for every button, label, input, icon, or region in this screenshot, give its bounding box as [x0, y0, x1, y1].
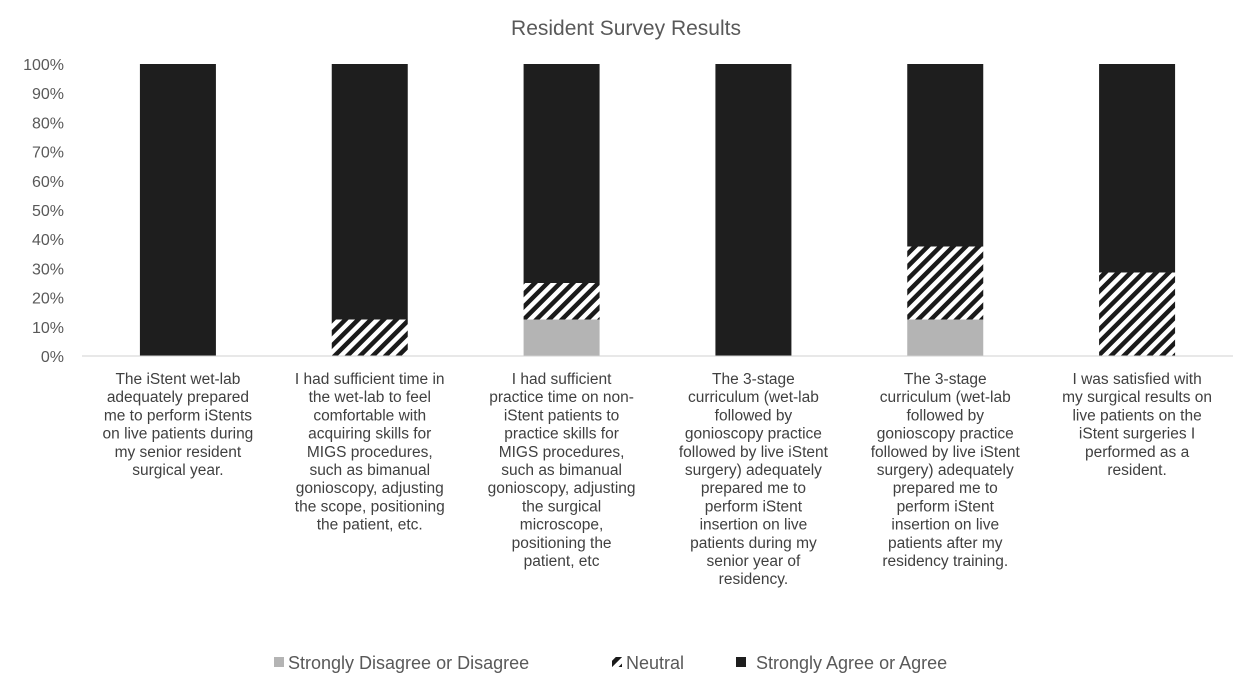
bar-segment-series-1-category-1 — [331, 319, 408, 356]
category-label-line: I had sufficient — [512, 371, 612, 388]
category-label-line: the scope, positioning — [295, 498, 445, 515]
category-label-line: me to perform iStents — [104, 407, 252, 424]
legend: Strongly Disagree or Disagree Neutral Stro… — [274, 653, 947, 673]
category-label-2: I had sufficient practice time on non-iSt… — [488, 371, 636, 570]
category-label-line: senior year of — [706, 553, 801, 570]
category-label-line: The 3-stage — [712, 371, 795, 388]
category-label-line: patient, etc — [524, 553, 600, 570]
bar-segment-series-1-category-5 — [1099, 272, 1176, 356]
category-label-line: microscope, — [520, 517, 604, 534]
category-label-line: such as bimanual — [501, 462, 622, 479]
legend-label-0: Strongly Disagree or Disagree — [288, 653, 529, 673]
category-label-line: gonioscopy, adjusting — [296, 480, 444, 497]
category-label-line: curriculum (wet-lab — [880, 389, 1011, 406]
category-label-line: live patients on the — [1072, 407, 1201, 424]
y-tick-label: 50% — [32, 203, 64, 220]
category-label-line: prepared me to — [893, 480, 998, 497]
y-tick-label: 60% — [32, 174, 64, 191]
bar-segment-series-1-category-4 — [907, 246, 984, 320]
category-label-line: residency. — [719, 571, 789, 588]
y-tick-label: 20% — [32, 291, 64, 308]
category-label-line: MIGS procedures, — [499, 444, 625, 461]
category-label-line: iStent patients to — [504, 407, 619, 424]
y-tick-label: 30% — [32, 261, 64, 278]
y-tick-label: 10% — [32, 320, 64, 337]
category-label-line: insertion on live — [891, 517, 999, 534]
y-tick-label: 90% — [32, 86, 64, 103]
category-label-line: followed by — [715, 407, 793, 424]
y-tick-label: 80% — [32, 115, 64, 132]
category-label-line: adequately prepared — [107, 389, 249, 406]
bar-segment-series-2-category-1 — [331, 64, 408, 320]
category-label-line: the patient, etc. — [317, 517, 423, 534]
category-label-line: patients after my — [888, 535, 1003, 552]
category-label-line: insertion on live — [700, 517, 808, 534]
legend-swatch-2 — [736, 657, 746, 667]
category-label-line: residency training. — [882, 553, 1008, 570]
category-label-line: my surgical results on — [1062, 389, 1212, 406]
legend-label-1: Neutral — [626, 653, 684, 673]
category-label-line: prepared me to — [701, 480, 806, 497]
bar-segment-series-2-category-2 — [523, 64, 600, 283]
category-label-line: such as bimanual — [309, 462, 430, 479]
category-label-line: curriculum (wet-lab — [688, 389, 819, 406]
category-label-line: the surgical — [522, 498, 601, 515]
bar-segment-series-2-category-3 — [715, 64, 792, 356]
category-label-line: I had sufficient time in — [295, 371, 445, 388]
category-label-line: followed by live iStent — [679, 444, 829, 461]
category-label-line: gonioscopy, adjusting — [488, 480, 636, 497]
category-label-line: perform iStent — [897, 498, 995, 515]
category-label-line: on live patients during — [103, 426, 254, 443]
category-label-line: The iStent wet-lab — [115, 371, 240, 388]
bar-segment-series-2-category-5 — [1099, 64, 1176, 273]
category-label-0: The iStent wet-lab adequately prepared me … — [103, 371, 254, 479]
category-label-line: performed as a — [1085, 444, 1190, 461]
legend-label-2: Strongly Agree or Agree — [756, 653, 947, 673]
bar-segment-series-2-category-0 — [139, 64, 216, 356]
y-tick-label: 0% — [41, 349, 64, 366]
category-label-line: followed by — [906, 407, 984, 424]
category-label-5: I was satisfied with my surgical results … — [1062, 371, 1212, 479]
category-label-line: acquiring skills for — [308, 426, 431, 443]
bar-segment-series-0-category-4 — [907, 319, 984, 356]
legend-swatch-1 — [612, 657, 622, 667]
category-label-3: The 3-stage curriculum (wet-lab followed b… — [679, 371, 829, 588]
category-label-line: gonioscopy practice — [685, 426, 822, 443]
category-label-line: I was satisfied with — [1072, 371, 1201, 388]
category-label-line: The 3-stage — [904, 371, 987, 388]
category-label-4: The 3-stage curriculum (wet-lab followed b… — [871, 371, 1021, 570]
y-tick-label: 100% — [23, 57, 64, 74]
category-label-line: practice skills for — [504, 426, 619, 443]
category-label-line: my senior resident — [115, 444, 242, 461]
bar-segment-series-0-category-2 — [523, 319, 600, 356]
x-axis-labels: The iStent wet-lab adequately prepared me … — [103, 371, 1213, 588]
y-tick-label: 40% — [32, 232, 64, 249]
bar-segment-series-1-category-2 — [523, 283, 600, 320]
category-label-line: comfortable with — [313, 407, 426, 424]
category-label-line: surgery) adequately — [877, 462, 1014, 479]
category-label-line: resident. — [1107, 462, 1166, 479]
category-label-line: positioning the — [512, 535, 612, 552]
bar-segment-series-2-category-4 — [907, 64, 984, 247]
bars — [139, 64, 1176, 356]
category-label-line: surgery) adequately — [685, 462, 822, 479]
category-label-line: the wet-lab to feel — [309, 389, 431, 406]
category-label-line: practice time on non- — [489, 389, 634, 406]
category-label-line: iStent surgeries I — [1079, 426, 1195, 443]
chart-title: Resident Survey Results — [511, 17, 741, 40]
category-label-line: MIGS procedures, — [307, 444, 433, 461]
legend-swatch-0 — [274, 657, 284, 667]
category-label-1: I had sufficient time in the wet-lab to f… — [295, 371, 445, 534]
y-axis: 0% 10% 20% 30% 40% 50% 60% 70% 80% 90% 100% — [23, 57, 64, 366]
y-tick-label: 70% — [32, 145, 64, 162]
category-label-line: surgical year. — [132, 462, 223, 479]
category-label-line: gonioscopy practice — [877, 426, 1014, 443]
category-label-line: patients during my — [690, 535, 817, 552]
category-label-line: followed by live iStent — [871, 444, 1021, 461]
category-label-line: perform iStent — [705, 498, 803, 515]
